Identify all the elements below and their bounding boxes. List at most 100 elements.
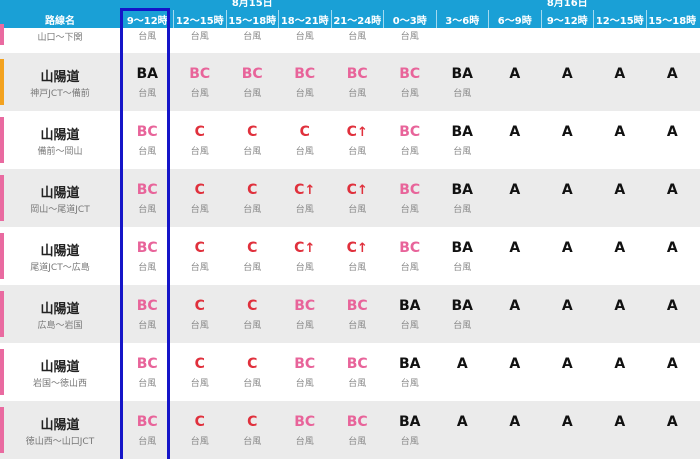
grade: A [646, 124, 699, 140]
grade-text: A [561, 124, 573, 140]
grade-text: C [294, 240, 305, 256]
grade-text: A [666, 124, 678, 140]
grade-text: BC [241, 66, 263, 82]
section-name: 岡山〜尾道JCT [30, 205, 90, 215]
section-name: 広島〜岩国 [37, 321, 83, 331]
grade-text: A [666, 298, 678, 314]
highlight-column [120, 8, 170, 459]
grade-text: A [614, 182, 626, 198]
cell-note: 台風 [453, 89, 472, 99]
cell-note: 台風 [400, 32, 419, 42]
grade-text: C [194, 414, 205, 430]
cell-note: 台風 [138, 89, 157, 99]
cell-note: 台風 [138, 205, 157, 215]
route-name: 山陽道 [40, 128, 80, 143]
grade-text: A [666, 240, 678, 256]
grade-text: C [247, 124, 258, 140]
cell-note: 台風 [243, 321, 262, 331]
grade: C [174, 240, 227, 256]
grade: A [594, 298, 647, 314]
grade-text: BC [399, 240, 421, 256]
grade-text: BC [136, 182, 158, 198]
trend-arrow: ↑ [304, 241, 316, 256]
grade: A [594, 414, 647, 430]
header-divider [593, 10, 594, 28]
grade-text: BC [346, 66, 368, 82]
cell-note: 台風 [348, 321, 367, 331]
grade: BC [279, 298, 332, 314]
cell-note: 台風 [243, 32, 262, 42]
grade: A [436, 356, 489, 372]
header-time: 15〜18時 [648, 16, 697, 27]
grade-text: C [346, 182, 357, 198]
grade-text: BC [136, 414, 158, 430]
header-divider [488, 10, 489, 28]
grade: BC [279, 356, 332, 372]
grade-text: C [299, 124, 310, 140]
grade: A [594, 356, 647, 372]
grade: C↑ [279, 240, 332, 256]
grade: A [541, 298, 594, 314]
grade: A [594, 66, 647, 82]
row-marker [0, 233, 4, 279]
cell-note: 台風 [295, 437, 314, 447]
header-divider [435, 10, 437, 28]
cell-note: 台風 [400, 147, 419, 157]
grade: A [646, 356, 699, 372]
cell-note: 台風 [138, 263, 157, 273]
grade: A [489, 298, 542, 314]
grade-text: A [509, 124, 521, 140]
trend-arrow: ↑ [304, 183, 316, 198]
cell-note: 台風 [190, 437, 209, 447]
grade-text: A [666, 66, 678, 82]
route-name: 山陽道 [40, 418, 80, 433]
grade-text: C [194, 298, 205, 314]
grade: BC [384, 182, 437, 198]
grade-text: C [247, 298, 258, 314]
cell-note: 台風 [138, 379, 157, 389]
grade-text: C [247, 414, 258, 430]
cell-note: 台風 [243, 379, 262, 389]
cell-note: 台風 [243, 263, 262, 273]
grade: BC [331, 298, 384, 314]
row-bg [0, 28, 700, 53]
grade-text: A [614, 414, 626, 430]
grade: A [594, 240, 647, 256]
route-name: 山陽道 [40, 302, 80, 317]
grade-text: BC [136, 298, 158, 314]
grade-text: A [614, 240, 626, 256]
grade: C↑ [331, 182, 384, 198]
cell-note: 台風 [295, 147, 314, 157]
grade-text: A [614, 356, 626, 372]
grade-text: BA [398, 356, 421, 372]
grade: C↑ [331, 124, 384, 140]
header-divider [540, 10, 542, 28]
header-time: 3〜6時 [445, 16, 480, 27]
cell-note: 台風 [190, 263, 209, 273]
grade-text: BC [189, 66, 211, 82]
grade: A [541, 240, 594, 256]
cell-note: 台風 [190, 147, 209, 157]
cell-note: 台風 [348, 147, 367, 157]
cell-note: 台風 [138, 321, 157, 331]
grade: BC [121, 356, 174, 372]
grade: BA [384, 414, 437, 430]
header-time: 12〜15時 [595, 16, 644, 27]
row-marker [0, 407, 4, 453]
cell-note: 台風 [243, 147, 262, 157]
cell-note: 台風 [190, 32, 209, 42]
grade-text: BC [294, 66, 316, 82]
section-name: 尾道JCT〜広島 [30, 263, 90, 273]
header-time: 12〜15時 [175, 16, 224, 27]
grade: BC [331, 414, 384, 430]
grade: BC [384, 124, 437, 140]
grade: A [646, 298, 699, 314]
grade-text: C [294, 182, 305, 198]
grade: C [226, 414, 279, 430]
grade: A [489, 182, 542, 198]
grade-text: BC [346, 414, 368, 430]
grade-text: A [561, 356, 573, 372]
grade: A [541, 66, 594, 82]
cell-note: 台風 [295, 321, 314, 331]
grade-text: BA [136, 66, 158, 82]
